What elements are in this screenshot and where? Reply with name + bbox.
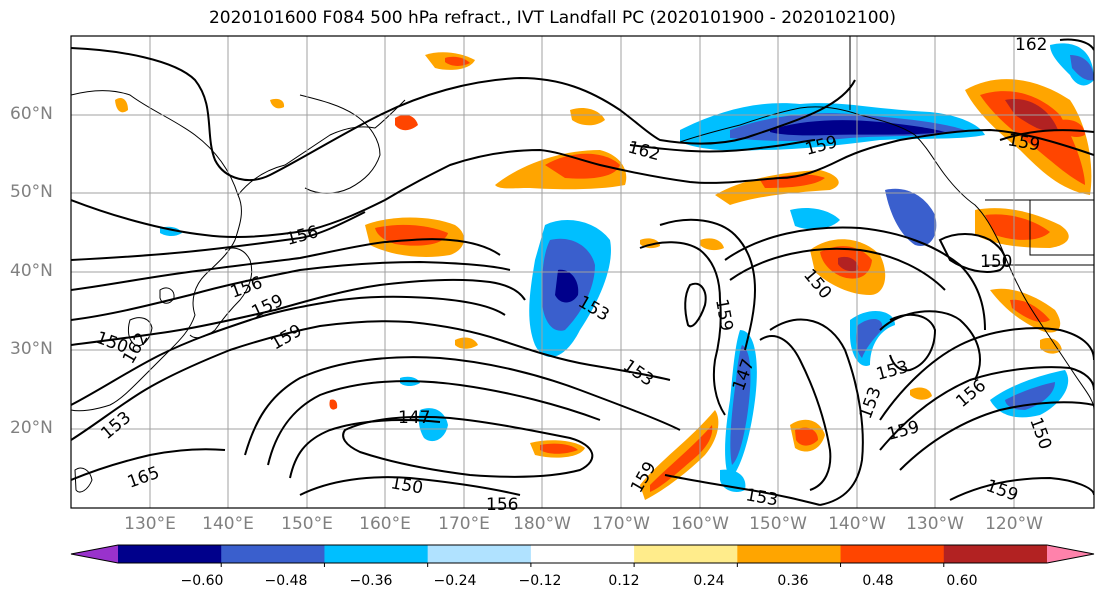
colorbar-segment (634, 545, 738, 563)
contour-label: 153 (619, 356, 657, 391)
contour-label: 159 (885, 417, 922, 445)
colorbar-tick-label: 0.36 (777, 573, 809, 589)
colorbar (70, 544, 1095, 567)
lat-label: 60°N (10, 104, 53, 124)
lon-label: 170°W (592, 514, 650, 534)
lon-label: 140°W (828, 514, 886, 534)
colorbar-tick-label: −0.24 (433, 573, 477, 589)
colorbar-segment (118, 545, 222, 563)
colorbar-outline (70, 544, 1095, 564)
colorbar-segment (943, 545, 1048, 563)
contour-label: 147 (398, 408, 430, 428)
contour-label: 156 (952, 376, 990, 412)
colorbar-tick-label: 0.12 (608, 573, 640, 589)
lon-label: 150°E (281, 514, 333, 534)
contour-label: 156 (284, 222, 321, 250)
lon-label: 180°W (513, 514, 571, 534)
contour-label: 150 (1025, 415, 1055, 452)
lat-label: 30°N (10, 339, 53, 359)
contour-label: 162 (1015, 35, 1047, 55)
colorbar-tick-label: −0.12 (518, 573, 562, 589)
colorbar-tick-label: 0.24 (693, 573, 725, 589)
contour-label: 156 (486, 495, 518, 515)
lon-label: 120°W (985, 514, 1043, 534)
lat-label: 50°N (10, 182, 53, 202)
contour-label: 165 (125, 463, 162, 493)
gridlines (71, 36, 1094, 508)
map-frame (70, 35, 1095, 509)
colorbar-extend-max (1047, 545, 1094, 563)
lat-label: 40°N (10, 261, 53, 281)
colorbar-tick-label: −0.48 (264, 573, 308, 589)
lat-label: 20°N (10, 418, 53, 438)
colorbar-segment (840, 545, 945, 563)
contour-label: 156 (228, 273, 265, 303)
colorbar-tick-label: 0.48 (862, 573, 894, 589)
lon-label: 150°W (749, 514, 807, 534)
contour-label: 150 (389, 473, 424, 498)
contour-label: 159 (1006, 130, 1041, 155)
colorbar-segment (221, 545, 325, 563)
colorbar-segment (324, 545, 429, 563)
contour-label: 153 (744, 485, 779, 510)
contour-label: 162 (626, 138, 663, 166)
lon-label: 130°E (124, 514, 176, 534)
colorbar-segment (737, 545, 842, 563)
height-contours (71, 38, 1094, 506)
lon-label: 170°E (438, 514, 490, 534)
lon-label: 130°W (906, 514, 964, 534)
colorbar-segment (530, 545, 635, 563)
colorbar-segment (427, 545, 532, 563)
colorbar-tick-label: 0.60 (946, 573, 978, 589)
colorbar-tick-label: −0.36 (349, 573, 393, 589)
colorbar-tick-label: −0.60 (180, 573, 224, 589)
colorbar-extend-min (71, 545, 118, 563)
contour-label: 153 (874, 357, 911, 385)
contour-label: 150 (980, 252, 1012, 272)
contour-label: 153 (97, 408, 135, 444)
lon-label: 140°E (202, 514, 254, 534)
lon-label: 160°W (671, 514, 729, 534)
contour-label: 159 (711, 297, 736, 332)
contour-label: 159 (268, 321, 306, 355)
lon-label: 160°E (359, 514, 411, 534)
contour-label: 153 (856, 384, 886, 421)
map-title: 2020101600 F084 500 hPa refract., IVT La… (208, 8, 896, 28)
